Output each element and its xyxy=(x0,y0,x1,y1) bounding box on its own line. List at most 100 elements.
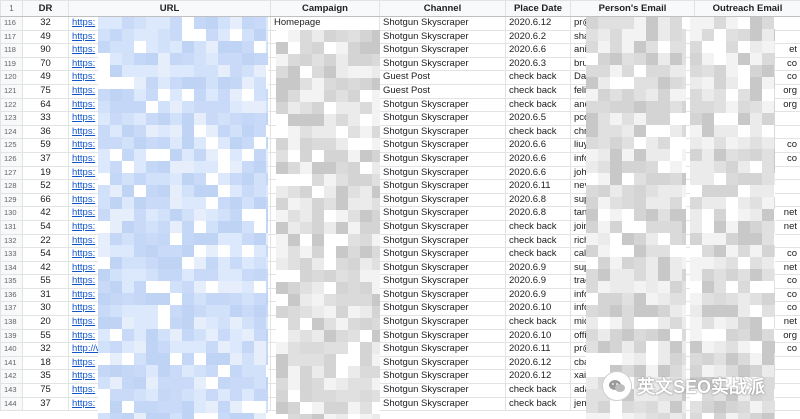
cell-dr[interactable]: 66 xyxy=(22,192,69,208)
table-row[interactable]: 118 90 https: Shotgun Skyscraper 2020.6.6 ani… xyxy=(0,43,800,58)
table-row[interactable]: 121 75 https: Guest Post check back feli org xyxy=(0,83,800,99)
column-header-dr[interactable]: DR xyxy=(22,0,69,17)
url-link[interactable]: https: xyxy=(72,17,96,28)
column-header-person-email[interactable]: Person's Email xyxy=(570,0,695,17)
cell-url[interactable]: https: xyxy=(68,83,271,99)
cell-outreach-email[interactable]: co xyxy=(694,342,800,357)
cell-campaign[interactable] xyxy=(270,206,380,221)
row-number[interactable]: 124 xyxy=(0,124,23,140)
row-number[interactable]: 139 xyxy=(0,328,23,344)
cell-channel[interactable]: Shotgun Skyscraper xyxy=(379,342,506,357)
cell-outreach-email[interactable]: net xyxy=(694,206,800,221)
cell-url[interactable]: https: xyxy=(68,369,271,385)
cell-dr[interactable]: 54 xyxy=(22,219,69,235)
cell-url[interactable]: https: xyxy=(68,383,271,398)
table-row[interactable]: 133 54 https: Shotgun Skyscraper check back c… xyxy=(0,247,800,262)
cell-campaign[interactable] xyxy=(270,56,380,72)
cell-person-email[interactable]: pr@ xyxy=(570,16,695,31)
cell-place-date[interactable]: check back xyxy=(505,315,571,330)
url-link[interactable]: https: xyxy=(72,234,96,246)
row-number[interactable]: 131 xyxy=(0,219,23,235)
cell-place-date[interactable]: check back xyxy=(505,247,571,262)
url-link[interactable]: https: xyxy=(72,275,96,287)
url-link[interactable]: https: xyxy=(72,139,96,151)
cell-dr[interactable]: 90 xyxy=(22,43,69,58)
cell-person-email[interactable]: offi xyxy=(570,328,695,344)
cell-place-date[interactable]: 2020.6.6 xyxy=(505,151,571,167)
cell-dr[interactable]: 31 xyxy=(22,287,69,303)
cell-campaign[interactable] xyxy=(270,138,380,153)
cell-outreach-email[interactable] xyxy=(694,16,800,31)
cell-outreach-email[interactable] xyxy=(694,192,800,208)
cell-place-date[interactable]: 2020.6.6 xyxy=(505,43,571,58)
cell-person-email[interactable]: mic xyxy=(570,315,695,330)
cell-dr[interactable]: 37 xyxy=(22,151,69,167)
url-link[interactable]: https: xyxy=(72,71,96,83)
cell-dr[interactable]: 54 xyxy=(22,247,69,262)
row-number[interactable]: 141 xyxy=(0,355,23,371)
table-row[interactable]: 125 59 https: Shotgun Skyscraper 2020.6.6 liu… xyxy=(0,138,800,153)
cell-url[interactable]: https: xyxy=(68,355,271,371)
cell-url[interactable]: https: xyxy=(68,29,271,45)
cell-person-email[interactable]: info xyxy=(570,151,695,167)
cell-url[interactable]: https: xyxy=(68,315,271,330)
cell-channel[interactable]: Shotgun Skyscraper xyxy=(379,165,506,181)
row-number[interactable]: 138 xyxy=(0,315,23,330)
cell-url[interactable]: https: xyxy=(68,396,271,412)
cell-campaign[interactable] xyxy=(270,70,380,85)
table-row[interactable]: 127 19 https: Shotgun Skyscraper 2020.6.6 joh xyxy=(0,165,800,181)
cell-person-email[interactable]: sup xyxy=(570,260,695,276)
row-number[interactable]: 136 xyxy=(0,287,23,303)
cell-channel[interactable]: Shotgun Skyscraper xyxy=(379,260,506,276)
cell-url[interactable]: https: xyxy=(68,233,271,249)
url-link[interactable]: https: xyxy=(72,302,96,314)
row-number[interactable]: 119 xyxy=(0,56,23,72)
cell-place-date[interactable]: 2020.6.2 xyxy=(505,29,571,45)
cell-outreach-email[interactable] xyxy=(694,29,800,45)
cell-dr[interactable]: 55 xyxy=(22,274,69,289)
row-number[interactable]: 133 xyxy=(0,247,23,262)
url-link[interactable]: https: xyxy=(72,180,96,192)
table-row[interactable]: 134 42 https: Shotgun Skyscraper 2020.6.9 sup… xyxy=(0,260,800,276)
row-number[interactable]: 135 xyxy=(0,274,23,289)
cell-channel[interactable]: Shotgun Skyscraper xyxy=(379,287,506,303)
cell-channel[interactable]: Shotgun Skyscraper xyxy=(379,383,506,398)
table-row[interactable]: 139 55 https: Shotgun Skyscraper 2020.6.10 of… xyxy=(0,328,800,344)
cell-dr[interactable]: 49 xyxy=(22,29,69,45)
table-row[interactable]: 128 52 https: Shotgun Skyscraper 2020.6.11 ne… xyxy=(0,179,800,194)
url-link[interactable]: https: xyxy=(72,248,96,260)
url-link[interactable]: https: xyxy=(72,193,96,205)
cell-place-date[interactable]: 2020.6.12 xyxy=(505,355,571,371)
cell-channel[interactable]: Shotgun Skyscraper xyxy=(379,43,506,58)
table-row[interactable]: 130 42 https: Shotgun Skyscraper 2020.6.8 tan… xyxy=(0,206,800,221)
cell-place-date[interactable]: check back xyxy=(505,219,571,235)
cell-person-email[interactable]: nev xyxy=(570,179,695,194)
url-link[interactable]: https: xyxy=(72,44,96,56)
row-number[interactable]: 137 xyxy=(0,301,23,317)
row-number[interactable]: 132 xyxy=(0,233,23,249)
cell-campaign[interactable] xyxy=(270,247,380,262)
url-link[interactable]: https: xyxy=(72,207,96,219)
url-link[interactable]: https: xyxy=(72,98,96,110)
cell-place-date[interactable]: 2020.6.10 xyxy=(505,328,571,344)
cell-place-date[interactable]: 2020.6.8 xyxy=(505,206,571,221)
cell-person-email[interactable]: sha xyxy=(570,29,695,45)
cell-outreach-email[interactable] xyxy=(694,165,800,181)
row-number[interactable]: 127 xyxy=(0,165,23,181)
cell-person-email[interactable]: trac xyxy=(570,274,695,289)
row-number[interactable]: 123 xyxy=(0,111,23,126)
url-link[interactable]: https: xyxy=(72,152,96,164)
cell-channel[interactable]: Guest Post xyxy=(379,70,506,85)
cell-dr[interactable]: 20 xyxy=(22,315,69,330)
cell-person-email[interactable]: join xyxy=(570,219,695,235)
cell-outreach-email[interactable]: co xyxy=(694,247,800,262)
cell-channel[interactable]: Shotgun Skyscraper xyxy=(379,151,506,167)
cell-outreach-email[interactable] xyxy=(694,124,800,140)
cell-dr[interactable]: 32 xyxy=(22,342,69,357)
cell-campaign[interactable] xyxy=(270,219,380,235)
column-header-channel[interactable]: Channel xyxy=(379,0,506,17)
cell-place-date[interactable]: 2020.6.12 xyxy=(505,16,571,31)
cell-url[interactable]: http://w xyxy=(68,342,271,357)
url-link[interactable]: https: xyxy=(72,112,96,124)
table-row[interactable]: 119 70 https: Shotgun Skyscraper 2020.6.3 bru… xyxy=(0,56,800,72)
